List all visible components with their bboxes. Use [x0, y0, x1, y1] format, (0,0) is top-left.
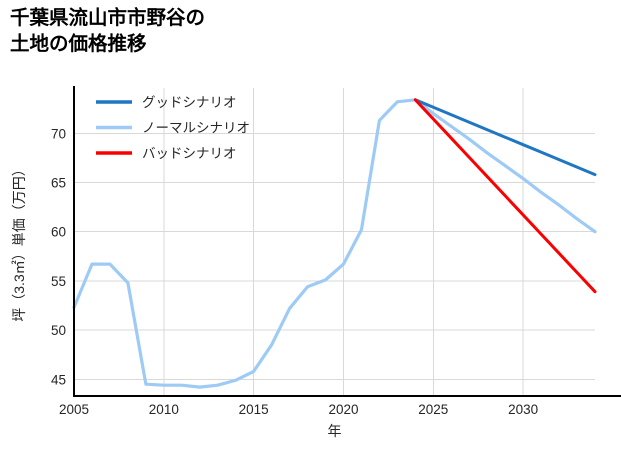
x-axis-label: 年: [328, 423, 342, 439]
y-tick-45: 45: [51, 372, 66, 387]
legend-label-バッドシナリオ: バッドシナリオ: [142, 146, 237, 161]
x-tick-2015: 2015: [239, 402, 269, 417]
y-tick-50: 50: [51, 323, 66, 338]
x-axis-tick-labels: 2005 2010 2015 2020 2025 2030: [59, 402, 538, 417]
y-tick-60: 60: [51, 225, 66, 240]
x-tick-2030: 2030: [508, 402, 538, 417]
y-axis-tick-labels: 45 50 55 60 65 70: [51, 126, 66, 387]
x-tick-2010: 2010: [149, 402, 179, 417]
chart-title: 千葉県流山市市野谷の 土地の価格推移: [10, 7, 206, 55]
series-line-ノーマルシナリオ: [72, 98, 597, 389]
y-tick-65: 65: [51, 175, 66, 190]
x-tick-2025: 2025: [418, 402, 448, 417]
x-tick-2005: 2005: [59, 402, 89, 417]
axis-spines: [72, 86, 621, 398]
data-series-group: [72, 98, 597, 389]
x-tick-2020: 2020: [328, 402, 358, 417]
y-tick-70: 70: [51, 126, 66, 141]
y-axis-label: 坪（3.3㎡）単価（万円）: [11, 162, 27, 321]
series-line-バッドシナリオ: [413, 98, 597, 294]
legend-label-グッドシナリオ: グッドシナリオ: [142, 95, 237, 110]
series-line-グッドシナリオ: [413, 98, 597, 177]
legend-label-ノーマルシナリオ: ノーマルシナリオ: [142, 121, 250, 136]
y-tick-55: 55: [51, 274, 66, 289]
